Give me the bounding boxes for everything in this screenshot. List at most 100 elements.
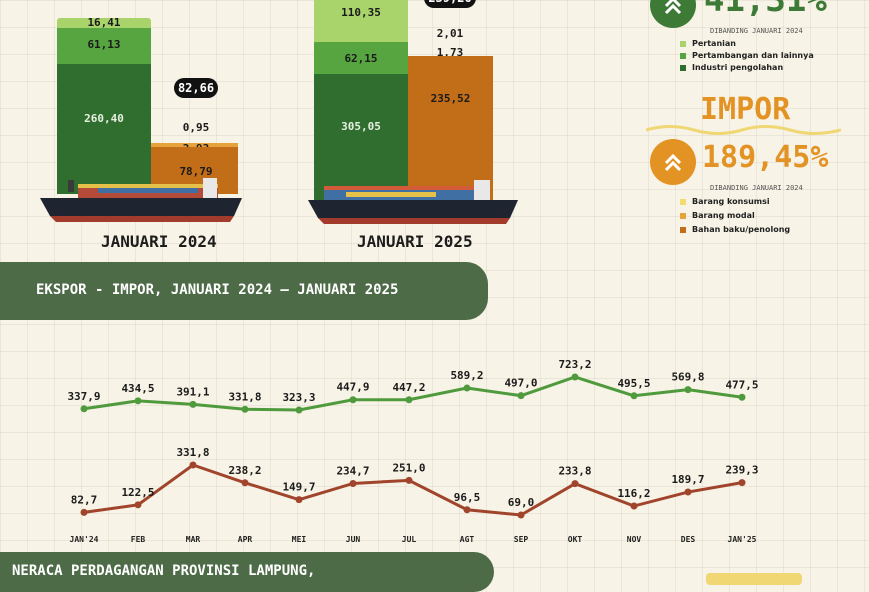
line-chart-title: EKSPOR - IMPOR, JANUARI 2024 — JANUARI 2… <box>36 282 399 298</box>
data-label: 723,2 <box>558 358 591 371</box>
legend-swatch <box>680 212 686 219</box>
data-label: 477,5 <box>725 378 758 391</box>
data-point <box>134 397 142 405</box>
bottom-banner: NERACA PERDAGANGAN PROVINSI LAMPUNG, <box>0 552 494 592</box>
legend-swatch <box>680 64 686 71</box>
impor-wave-decoration <box>646 125 841 135</box>
x-tick-label: JAN'24 <box>70 535 99 544</box>
data-point <box>80 405 88 413</box>
legend-label: Pertambangan dan lainnya <box>692 51 814 60</box>
data-point <box>630 502 638 510</box>
legend-label: Barang modal <box>692 211 755 220</box>
x-tick-label: AGT <box>460 535 475 544</box>
data-label: 497,0 <box>504 377 537 390</box>
data-point <box>80 508 88 516</box>
cargo-ship-2025 <box>308 180 518 224</box>
data-point <box>405 476 413 484</box>
impor-dibanding: DIBANDING JANUARI 2024 <box>710 184 803 192</box>
data-label: 149,7 <box>282 481 315 494</box>
data-label: 82,7 <box>71 493 98 506</box>
data-point <box>463 384 471 392</box>
legend-swatch <box>680 52 686 59</box>
data-label: 251,0 <box>392 461 425 474</box>
bar-ekspor-pertanian-2024 <box>57 18 151 28</box>
legend-label: Bahan baku/penolong <box>692 225 791 234</box>
data-label: 589,2 <box>450 369 483 382</box>
label-pertambangan-2024: 61,13 <box>87 38 121 51</box>
x-tick-label: DES <box>681 535 696 544</box>
label-konsumsi-2024: 0,95 <box>182 121 210 134</box>
data-label: 434,5 <box>121 382 154 395</box>
ekspor-up-icon <box>650 0 696 28</box>
data-point <box>349 396 357 404</box>
bar-ekspor-industri-2024 <box>57 64 151 194</box>
legend-swatch <box>680 40 686 47</box>
legend-label: Barang konsumsi <box>692 197 770 206</box>
data-point <box>349 479 357 487</box>
data-point <box>684 386 692 394</box>
data-point <box>571 480 579 488</box>
data-point <box>517 511 525 519</box>
ekspor-dibanding: DIBANDING JANUARI 2024 <box>710 27 803 35</box>
data-label: 447,9 <box>336 381 369 394</box>
data-label: 233,8 <box>558 465 591 478</box>
line-chart-title-banner: EKSPOR - IMPOR, JANUARI 2024 — JANUARI 2… <box>0 262 488 320</box>
data-point <box>463 506 471 514</box>
label-bahan-baku-2024: 78,79 <box>179 165 213 178</box>
legend-label: Pertanian <box>692 39 736 48</box>
x-tick-label: OKT <box>568 535 583 544</box>
label-industri-2024: 260,40 <box>84 112 124 125</box>
data-point <box>295 406 303 414</box>
impor-up-icon <box>650 139 696 185</box>
label-modal-2025: 1,73 <box>436 46 464 59</box>
bar-ekspor-industri-2025 <box>314 74 408 204</box>
bar-ekspor-pertambangan-2024 <box>57 28 151 64</box>
data-label: 69,0 <box>508 496 535 509</box>
ekspor-pct: 41,31% <box>704 0 827 20</box>
legend-swatch <box>680 198 686 205</box>
data-point <box>738 393 746 401</box>
label-konsumsi-2025: 2,01 <box>436 27 464 40</box>
data-label: 96,5 <box>454 491 481 504</box>
data-label: 495,5 <box>617 377 650 390</box>
x-tick-label: JUN <box>346 535 361 544</box>
x-tick-label: APR <box>238 535 253 544</box>
legend-pertambangan: Pertambangan dan lainnya <box>680 51 814 60</box>
data-point <box>241 479 249 487</box>
data-label: 122,5 <box>121 486 154 499</box>
bar-impor-bahan-baku-2025 <box>408 56 493 204</box>
data-point <box>189 400 197 408</box>
data-point <box>684 488 692 496</box>
legend-bahan-baku: Bahan baku/penolong <box>680 225 790 234</box>
label-pertambangan-2025: 62,15 <box>344 52 378 65</box>
impor-total-2025: 239,26 <box>424 0 476 8</box>
x-tick-label: MAR <box>186 535 201 544</box>
impor-title: IMPOR <box>700 92 791 127</box>
data-label: 331,8 <box>228 390 261 403</box>
data-label: 331,8 <box>176 446 209 459</box>
impor-total-2024: 82,66 <box>174 78 218 98</box>
data-label: 337,9 <box>67 390 100 403</box>
bar-ekspor-pertanian-2025 <box>314 0 408 42</box>
data-label: 238,2 <box>228 464 261 477</box>
legend-label: Industri pengolahan <box>692 63 784 72</box>
label-pertanian-2024: 16,41 <box>87 16 121 29</box>
data-label: 569,8 <box>671 371 704 384</box>
data-point <box>405 396 413 404</box>
cargo-ship-2024 <box>40 178 242 222</box>
data-point <box>630 392 638 400</box>
label-industri-2025: 305,05 <box>341 120 381 133</box>
year-label-2025: JANUARI 2025 <box>357 232 473 251</box>
line-chart: 337,9 434,5 391,1 331,8 323,3 447,9 447,2 589,2… <box>67 358 758 544</box>
data-label: 234,7 <box>336 464 369 477</box>
year-label-2024: JANUARI 2024 <box>101 232 217 251</box>
legend-konsumsi: Barang konsumsi <box>680 197 770 206</box>
label-bahan-baku-2025: 235,52 <box>430 92 471 105</box>
data-point <box>189 461 197 469</box>
x-tick-label: NOV <box>627 535 642 544</box>
bar-impor-modal-2024 <box>151 143 238 147</box>
data-label: 239,3 <box>725 464 758 477</box>
bottom-right-tab <box>706 573 802 585</box>
label-pertanian-2025: 110,35 <box>341 6 381 19</box>
x-tick-label: JAN'25 <box>728 535 757 544</box>
